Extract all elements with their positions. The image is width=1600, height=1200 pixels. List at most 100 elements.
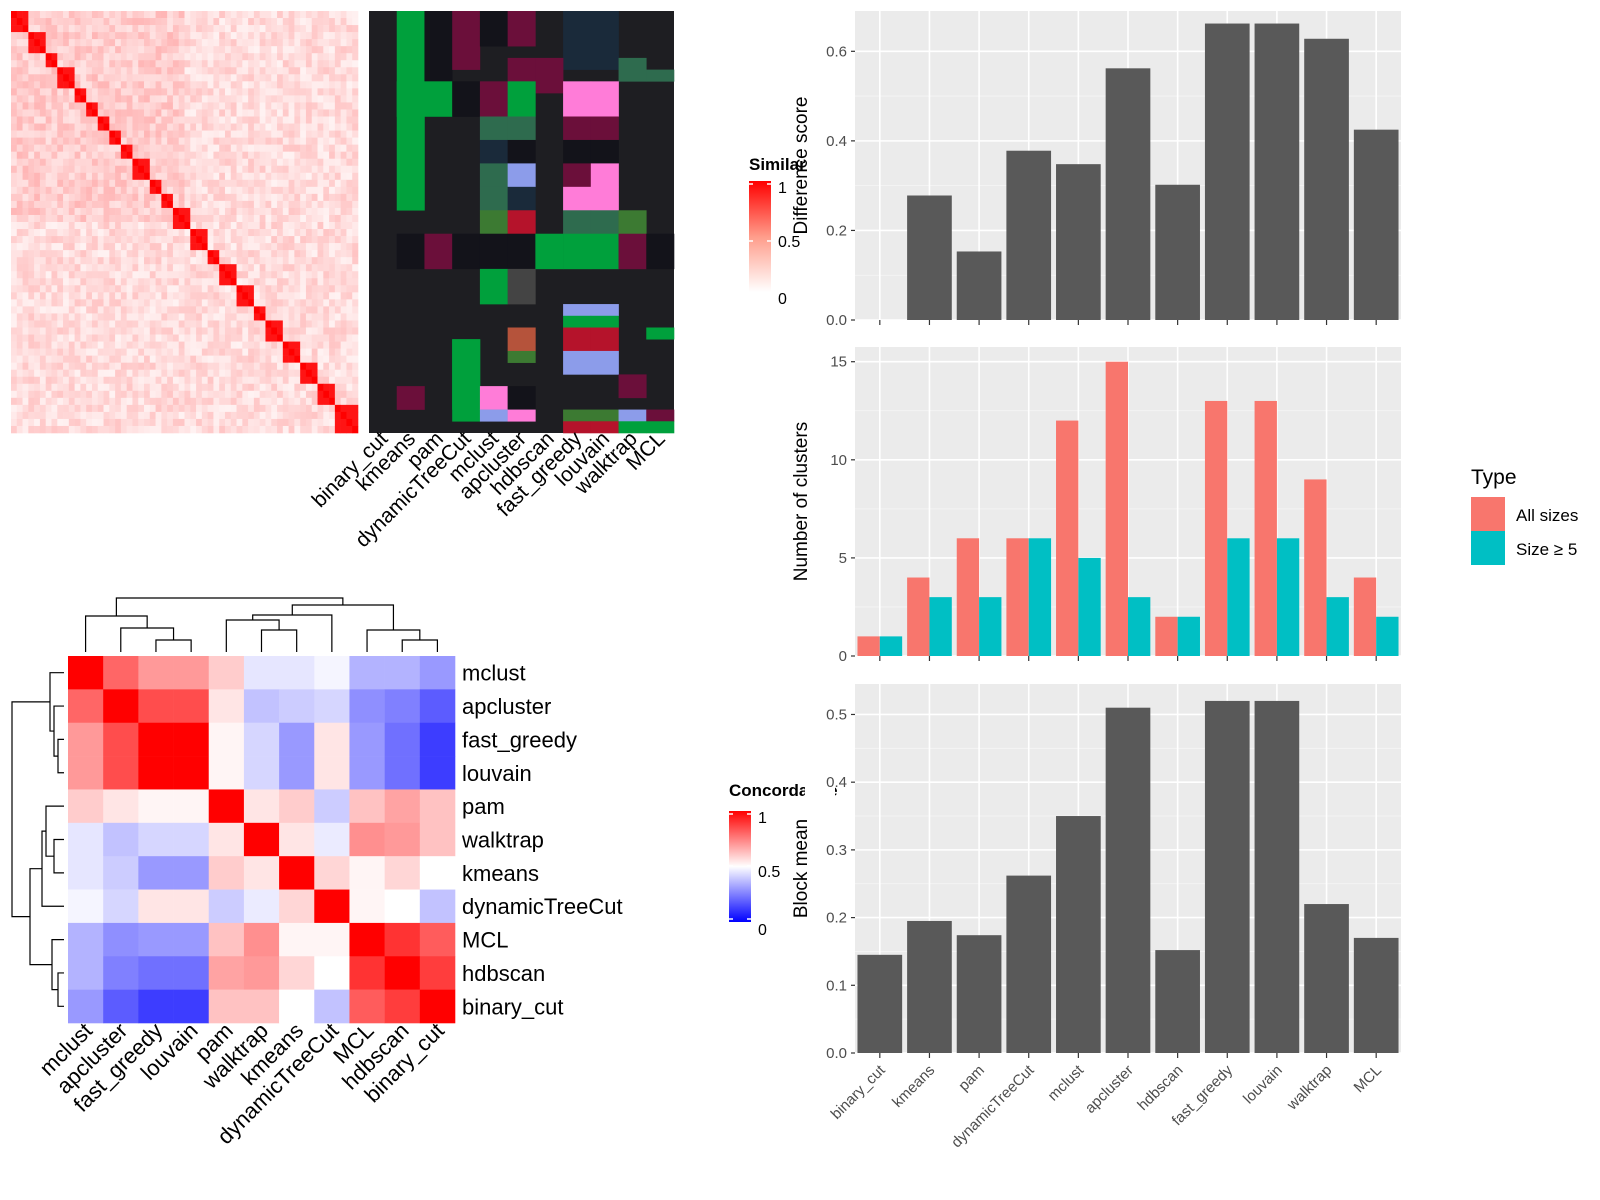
similarity-cell xyxy=(352,334,359,342)
similarity-cell xyxy=(68,348,75,356)
concordance-cell xyxy=(419,822,456,857)
similarity-cell xyxy=(213,32,220,40)
similarity-cell xyxy=(68,278,75,286)
similarity-cell xyxy=(178,306,185,314)
similarity-cell xyxy=(172,376,180,385)
similarity-cell xyxy=(196,243,203,251)
similarity-cell xyxy=(172,369,180,378)
bar xyxy=(1177,616,1200,656)
similarity-cell xyxy=(172,123,180,131)
similarity-cell xyxy=(63,292,70,300)
similarity-cell xyxy=(230,334,237,342)
similarity-cell xyxy=(334,418,341,427)
similarity-cell xyxy=(34,46,41,54)
similarity-cell xyxy=(340,278,347,286)
similarity-cell xyxy=(39,299,46,307)
similarity-cell xyxy=(51,74,58,82)
similarity-cell xyxy=(207,369,214,378)
similarity-cell xyxy=(39,200,46,209)
similarity-cell xyxy=(172,334,180,342)
similarity-cell xyxy=(201,39,208,47)
similarity-cell xyxy=(346,404,353,413)
similarity-cell xyxy=(39,53,46,61)
similarity-cell xyxy=(39,95,46,103)
similarity-cell xyxy=(120,18,127,26)
similarity-cell xyxy=(34,95,41,103)
similarity-cell xyxy=(219,88,226,96)
similarity-cell xyxy=(323,116,330,124)
similarity-cell xyxy=(34,425,41,434)
similarity-cell xyxy=(317,418,324,427)
similarity-cell xyxy=(334,179,341,188)
similarity-cell xyxy=(74,11,81,19)
similarity-cell xyxy=(207,250,214,258)
similarity-cell xyxy=(51,207,58,216)
similarity-cell xyxy=(126,292,133,300)
similarity-cell xyxy=(196,165,203,174)
similarity-cell xyxy=(352,74,359,82)
similarity-cell xyxy=(57,214,64,223)
similarity-cell xyxy=(277,257,284,265)
similarity-cell xyxy=(334,158,341,167)
similarity-cell xyxy=(144,313,151,321)
similarity-cell xyxy=(11,390,18,399)
similarity-cell xyxy=(300,151,307,159)
similarity-cell xyxy=(28,257,35,265)
similarity-cell xyxy=(265,109,272,117)
similarity-cell xyxy=(224,243,232,251)
similarity-cell xyxy=(167,362,174,370)
similarity-cell xyxy=(126,376,133,385)
similarity-cell xyxy=(213,81,220,89)
similarity-cell xyxy=(334,144,341,152)
concordance-cell xyxy=(208,822,245,857)
similarity-cell xyxy=(248,404,255,413)
similarity-cell xyxy=(277,236,284,244)
similarity-cell xyxy=(253,327,260,335)
similarity-cell xyxy=(22,257,29,265)
similarity-cell xyxy=(253,278,260,286)
similarity-cell xyxy=(242,39,249,47)
similarity-cell xyxy=(201,186,208,195)
similarity-cell xyxy=(103,46,110,54)
similarity-cell xyxy=(86,334,93,342)
cluster-tile xyxy=(590,350,619,375)
similarity-cell xyxy=(213,207,220,216)
similarity-cell xyxy=(184,165,191,174)
similarity-cell xyxy=(45,179,52,188)
similarity-cell xyxy=(207,18,214,26)
similarity-cell xyxy=(91,313,99,321)
concordance-cell xyxy=(419,756,456,790)
similarity-cell xyxy=(34,200,41,209)
similarity-cell xyxy=(248,200,255,209)
similarity-cell xyxy=(224,341,232,349)
similarity-cell xyxy=(86,236,93,244)
similarity-cell xyxy=(219,165,226,174)
similarity-cell xyxy=(213,306,220,314)
similarity-cell xyxy=(74,264,81,272)
similarity-cell xyxy=(132,109,139,117)
similarity-cell xyxy=(265,207,272,216)
similarity-cell xyxy=(155,172,162,181)
similarity-cell xyxy=(288,341,295,349)
y-tick-label: 5 xyxy=(839,550,847,567)
similarity-cell xyxy=(265,229,272,237)
similarity-cell xyxy=(230,158,237,167)
similarity-cell xyxy=(329,25,336,33)
similarity-cell xyxy=(242,137,249,145)
similarity-cell xyxy=(311,88,318,96)
similarity-cell xyxy=(352,158,359,167)
similarity-cell xyxy=(334,102,341,110)
similarity-cell xyxy=(86,355,93,363)
similarity-cell xyxy=(28,362,35,370)
similarity-cell xyxy=(34,418,41,427)
similarity-cell xyxy=(74,32,81,40)
similarity-cell xyxy=(271,186,278,195)
similarity-cell xyxy=(317,313,324,321)
similarity-cell xyxy=(282,18,289,26)
similarity-cell xyxy=(80,285,87,293)
similarity-cell xyxy=(207,222,214,230)
similarity-cell xyxy=(126,397,133,406)
similarity-cell xyxy=(294,306,301,314)
similarity-cell xyxy=(80,81,87,89)
similarity-cell xyxy=(230,222,237,230)
